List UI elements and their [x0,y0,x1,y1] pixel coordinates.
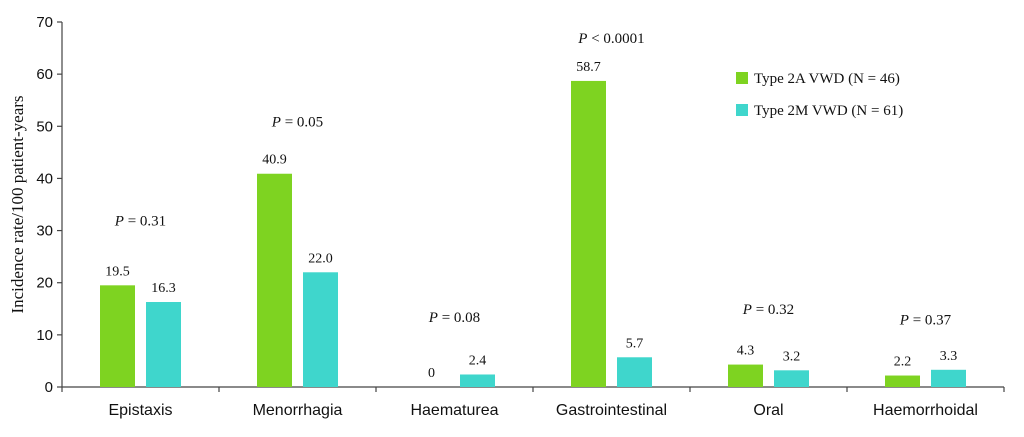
y-tick-label: 20 [36,275,53,292]
bar-type-2a [100,285,135,387]
bar-type-2a [257,173,292,387]
category-label: Haemorrhoidal [873,402,978,419]
category-label: Gastrointestinal [556,402,667,419]
bar-type-2m [931,369,966,387]
y-tick-label: 30 [36,223,53,240]
legend-swatch [736,104,748,116]
data-label: 58.7 [576,60,601,75]
axes [61,22,1005,392]
p-value-label: P = 0.08 [428,310,480,326]
data-label: 0 [428,366,435,381]
y-tick-label: 0 [45,379,53,396]
data-label: 5.7 [626,336,644,351]
data-label: 3.2 [783,349,801,364]
data-label: 22.0 [308,251,333,266]
legend-label: Type 2A VWD (N = 46) [754,71,900,87]
y-axis-label: Incidence rate/100 patient-years [8,95,27,313]
p-value-label: P = 0.05 [271,114,323,130]
p-value-labels: P = 0.31 P = 0.05 P = 0.08 P < 0.0001 P = 0.… [114,31,952,329]
data-label: 4.3 [737,344,755,359]
bar-type-2m [146,302,181,387]
bar-type-2m [774,370,809,387]
bar-type-2a [885,375,920,387]
y-tick-label: 60 [36,66,53,83]
data-label: 3.3 [940,349,958,364]
y-tick-label: 10 [36,327,53,344]
p-value-label: P = 0.31 [114,213,166,229]
category-label: Oral [753,402,783,419]
bar-type-2a [728,364,763,387]
category-labels: Epistaxis Menorrhagia Haematurea Gastrointe… [108,402,977,419]
y-tick-label: 40 [36,170,53,187]
category-label: Epistaxis [108,402,172,419]
value-labels: 19.5 16.3 40.9 22.0 0 2.4 58.7 5.7 4.3 3.2 2.2 3.3 [105,60,957,381]
data-label: 2.2 [894,355,912,370]
bars [100,80,966,388]
legend: Type 2A VWD (N = 46) Type 2M VWD (N = 61) [736,71,903,119]
bar-type-2m [460,374,495,387]
category-label: Haematurea [410,402,498,419]
y-tick-label: 50 [36,118,53,135]
p-value-label: P = 0.37 [899,312,952,328]
p-value-label: P < 0.0001 [577,31,644,47]
y-ticks: 0 10 20 30 40 50 60 70 [36,14,62,396]
bar-type-2m [303,272,338,387]
legend-label: Type 2M VWD (N = 61) [754,103,903,119]
data-label: 40.9 [262,153,287,168]
p-value-label: P = 0.32 [742,302,794,318]
data-label: 16.3 [151,281,176,296]
category-label: Menorrhagia [253,402,343,419]
legend-swatch [736,72,748,84]
data-label: 2.4 [469,353,487,368]
y-tick-label: 70 [36,14,53,31]
bar-type-2a [571,80,606,388]
bar-type-2m [617,357,652,387]
data-label: 19.5 [105,264,130,279]
